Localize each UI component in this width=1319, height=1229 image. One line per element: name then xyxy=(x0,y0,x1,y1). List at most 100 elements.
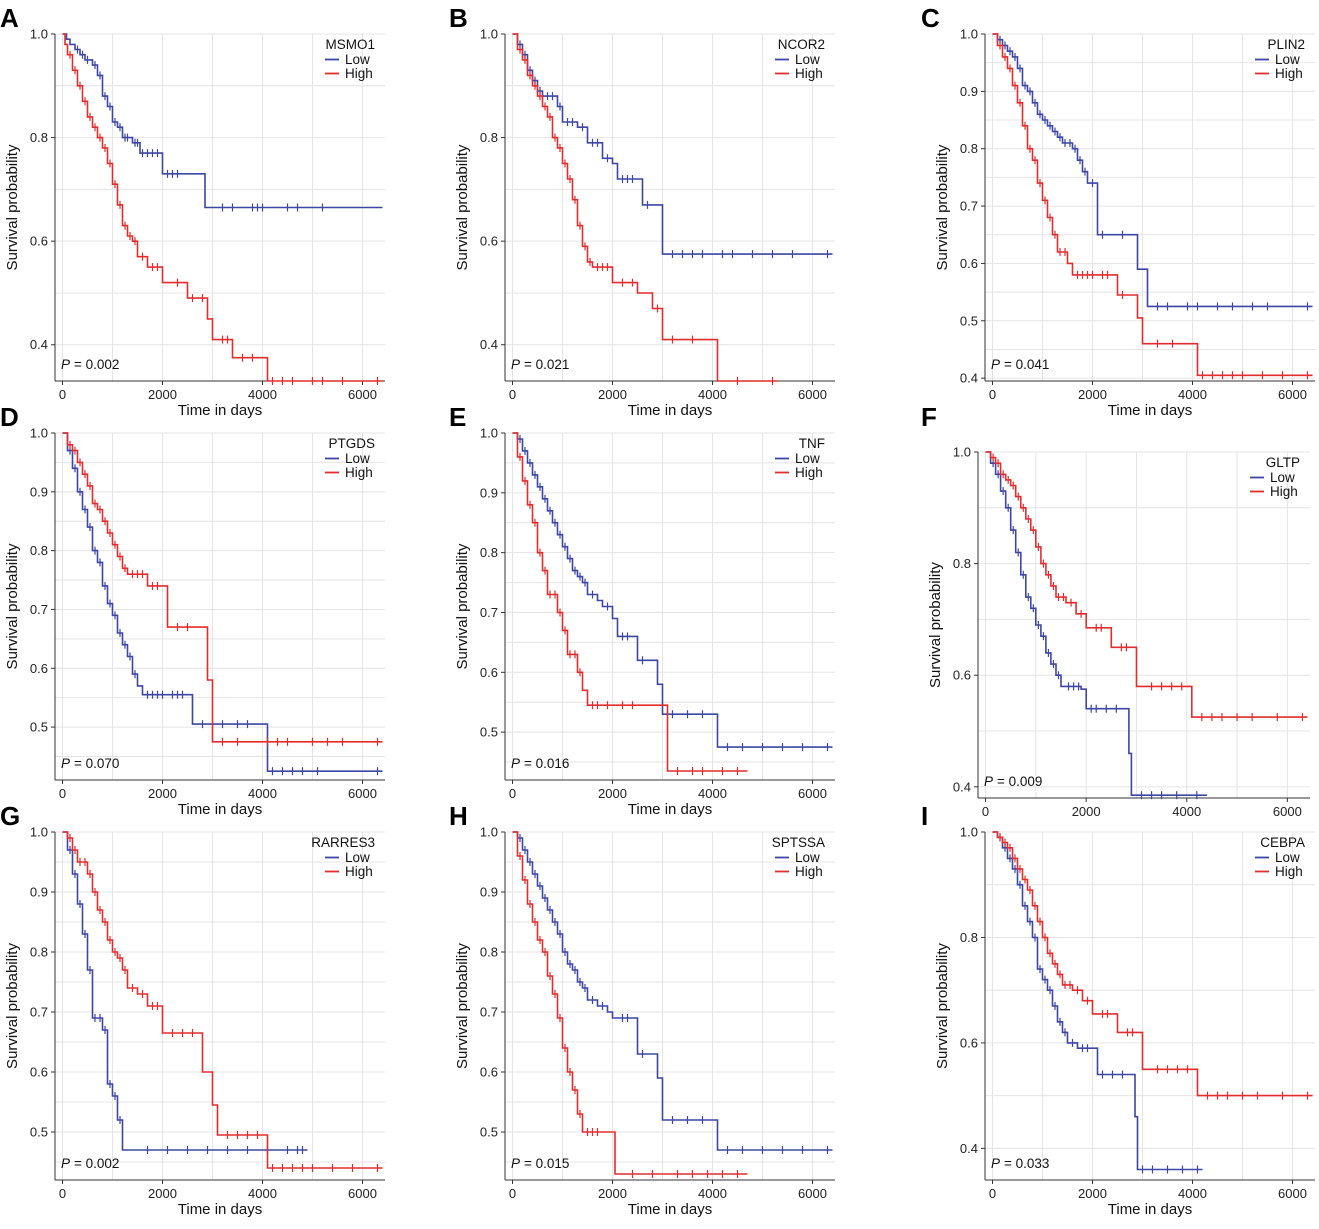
x-axis-title: Time in days xyxy=(628,801,712,818)
legend-label-high: High xyxy=(1275,66,1303,81)
y-tick-label: 0.7 xyxy=(960,199,978,214)
gridlines xyxy=(505,33,835,381)
legend-gene: SPTSSA xyxy=(772,835,825,850)
x-tick-label: 2000 xyxy=(148,786,177,801)
series-low xyxy=(512,33,833,259)
survival-curve-low xyxy=(62,33,383,209)
series-low xyxy=(512,432,833,752)
series-high xyxy=(62,831,383,1172)
legend-label-high: High xyxy=(345,465,373,480)
y-axis-title: Survival probability xyxy=(4,144,21,270)
x-tick-label: 0 xyxy=(989,1186,996,1201)
legend-gene: PTGDS xyxy=(328,436,375,451)
legend-label-high: High xyxy=(345,66,373,81)
survival-curve-high xyxy=(62,831,383,1169)
gridlines xyxy=(55,432,385,780)
legend-label-high: High xyxy=(1275,864,1303,879)
p-value: P = 0.015 xyxy=(511,1156,569,1171)
x-tick-label: 4000 xyxy=(698,387,727,402)
x-tick-label: 6000 xyxy=(1273,804,1302,819)
panel-f: F 0.4 0.6 0.8 1.0 0 2000 4000 6000 Survival proba… xyxy=(921,402,1310,819)
series-low xyxy=(62,831,308,1154)
series-low xyxy=(985,451,1207,800)
series-high xyxy=(992,33,1313,380)
legend-label-high: High xyxy=(795,864,823,879)
y-tick-label: 0.8 xyxy=(480,545,498,560)
panel-letter: I xyxy=(921,801,928,831)
panel-letter: B xyxy=(449,3,468,33)
survival-curve-high xyxy=(62,33,383,382)
p-symbol: P xyxy=(61,1156,70,1171)
x-tick-label: 2000 xyxy=(598,387,627,402)
x-axis-title: Time in days xyxy=(628,402,712,419)
x-axis-title: Time in days xyxy=(178,1201,262,1218)
survival-curve-high xyxy=(512,33,778,382)
series-low xyxy=(62,432,383,776)
legend-label-low: Low xyxy=(345,850,370,865)
survival-curve-high xyxy=(985,451,1308,718)
legend-label-low: Low xyxy=(345,451,370,466)
legend-label-high: High xyxy=(345,864,373,879)
x-tick-label: 6000 xyxy=(348,387,377,402)
panel-e: E 0.5 0.6 0.7 0.8 0.9 1.0 0 2000 4000 6000 Time in … xyxy=(449,402,835,818)
survival-curve-high xyxy=(992,831,1313,1097)
y-tick-label: 0.4 xyxy=(480,337,498,352)
x-tick-label: 2000 xyxy=(1078,1186,1107,1201)
series-low xyxy=(992,33,1313,311)
p-value-number: = 0.002 xyxy=(74,1156,119,1171)
x-axis-title: Time in days xyxy=(1108,402,1192,419)
p-symbol: P xyxy=(984,774,993,789)
survival-curve-low xyxy=(992,33,1313,308)
y-axis-title: Survival probability xyxy=(4,543,21,669)
survival-curve-high xyxy=(62,432,383,743)
y-tick-label: 1.0 xyxy=(960,825,978,840)
gridlines xyxy=(55,831,385,1180)
y-axis-title: Survival probability xyxy=(454,943,471,1069)
p-value: P = 0.033 xyxy=(991,1156,1049,1171)
x-tick-label: 2000 xyxy=(1078,387,1107,402)
y-tick-label: 0.6 xyxy=(480,1065,498,1080)
p-value-number: = 0.033 xyxy=(1004,1156,1049,1171)
p-value: P = 0.002 xyxy=(61,357,119,372)
panel-letter: A xyxy=(0,3,19,33)
y-tick-label: 0.5 xyxy=(480,1125,498,1140)
y-tick-label: 0.8 xyxy=(480,130,498,145)
y-tick-label: 0.5 xyxy=(30,1125,48,1140)
y-tick-label: 0.4 xyxy=(960,371,978,386)
y-tick-label: 0.6 xyxy=(30,661,48,676)
panel-d: D 0.5 0.6 0.7 0.8 0.9 1.0 0 2000 4000 6000 Time in … xyxy=(0,402,385,818)
p-symbol: P xyxy=(511,357,520,372)
y-tick-label: 0.6 xyxy=(30,234,48,249)
p-symbol: P xyxy=(991,1156,1000,1171)
y-tick-label: 1.0 xyxy=(480,27,498,42)
panel-g: G 0.5 0.6 0.7 0.8 0.9 1.0 0 2000 4000 6000 Time in … xyxy=(0,801,385,1218)
x-tick-label: 4000 xyxy=(1178,1186,1207,1201)
series-high xyxy=(512,831,748,1178)
x-axis-title: Time in days xyxy=(628,1201,712,1218)
y-tick-label: 0.6 xyxy=(953,668,971,683)
x-tick-label: 6000 xyxy=(348,1186,377,1201)
legend-label-low: Low xyxy=(1275,850,1300,865)
y-tick-label: 0.6 xyxy=(960,256,978,271)
p-value-number: = 0.009 xyxy=(997,774,1042,789)
x-tick-label: 2000 xyxy=(148,387,177,402)
legend-gene: CEBPA xyxy=(1260,835,1305,850)
y-tick-label: 0.4 xyxy=(30,337,48,352)
y-tick-label: 0.7 xyxy=(30,602,48,617)
panel-letter: D xyxy=(0,402,19,432)
y-tick-label: 1.0 xyxy=(480,825,498,840)
y-tick-label: 0.5 xyxy=(480,725,498,740)
x-tick-label: 4000 xyxy=(698,1186,727,1201)
survival-curve-low xyxy=(62,831,308,1151)
panel-b: B 0.4 0.6 0.8 1.0 0 2000 4000 6000 Time in days Su… xyxy=(449,3,835,419)
p-value-number: = 0.002 xyxy=(74,357,119,372)
legend-gene: RARRES3 xyxy=(311,835,375,850)
y-tick-label: 0.8 xyxy=(30,945,48,960)
y-tick-label: 1.0 xyxy=(953,445,971,460)
